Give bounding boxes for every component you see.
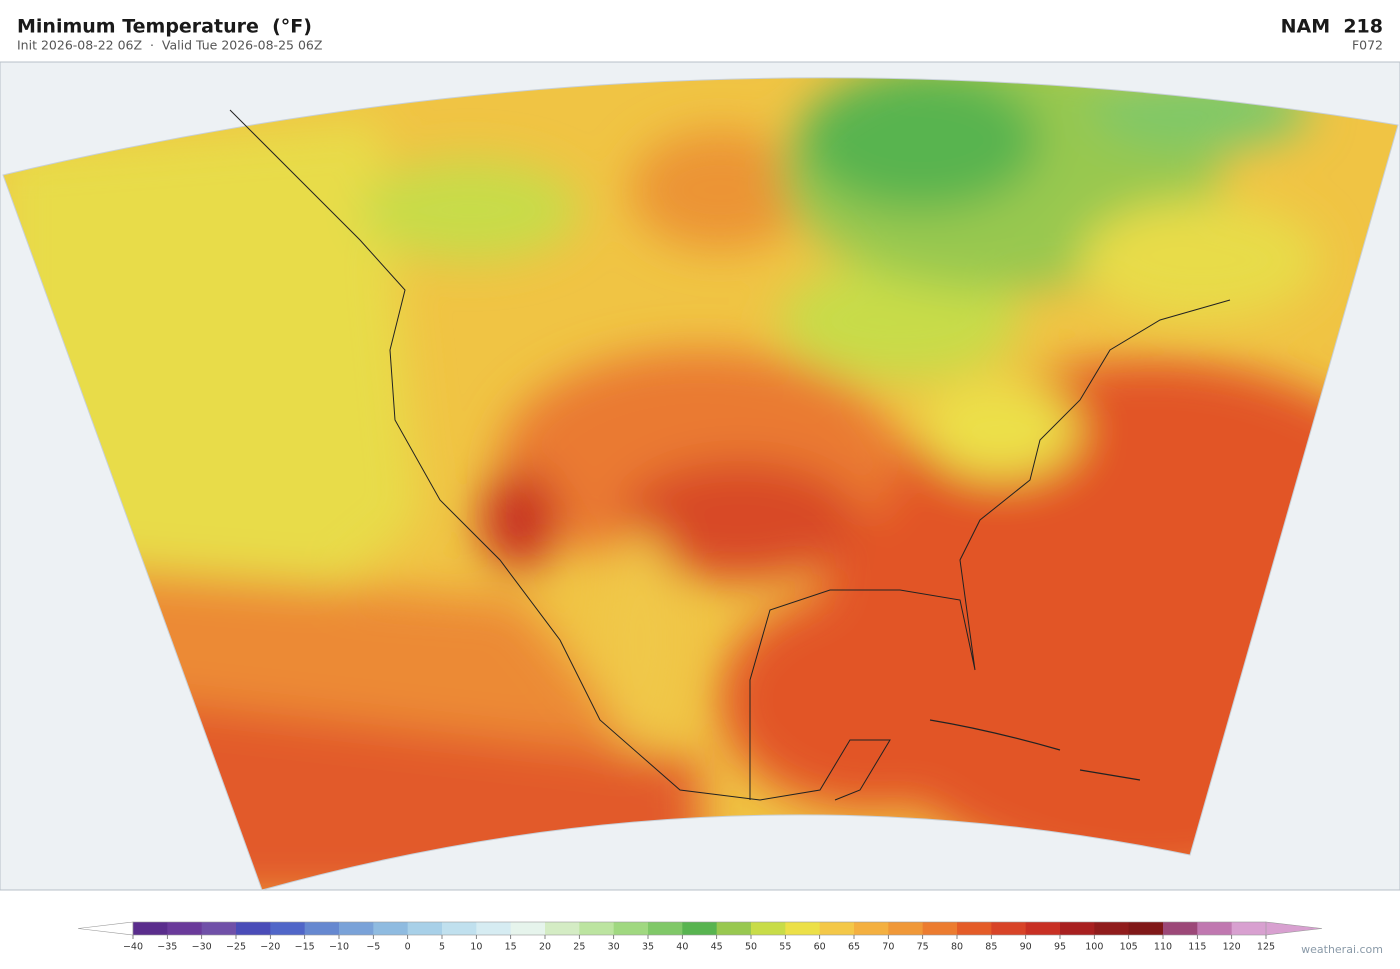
colorbar-segment <box>1197 922 1233 935</box>
colorbar-tick-label: 30 <box>608 942 620 953</box>
colorbar-segment <box>716 922 752 935</box>
colorbar-tick-label: −40 <box>123 942 143 953</box>
colorbar-tick-label: 110 <box>1154 942 1172 953</box>
colorbar-segment <box>682 922 718 935</box>
colorbar-frame <box>132 921 1267 936</box>
colorbar-segment <box>1163 922 1198 935</box>
colorbar-tick-label: 80 <box>951 942 963 953</box>
colorbar-segment <box>819 922 855 935</box>
colorbar-tick-label: 25 <box>573 942 585 953</box>
forecast-hour: F072 <box>1352 38 1383 53</box>
map <box>0 61 1400 891</box>
colorbar-segment <box>854 922 889 935</box>
colorbar-segment <box>201 922 237 935</box>
colorbar-segment <box>373 922 409 935</box>
subtitle: Init 2026-08-22 06Z · Valid Tue 2026-08-… <box>17 38 322 53</box>
colorbar-tick-label: 105 <box>1120 942 1138 953</box>
colorbar-tick-label: −15 <box>295 942 315 953</box>
colorbar-tick-label: 50 <box>745 942 757 953</box>
colorbar-tick-label: −30 <box>192 942 212 953</box>
colorbar-segment <box>339 922 374 935</box>
colorbar-tick-label: 70 <box>882 942 894 953</box>
model-name: NAM 218 <box>1281 16 1383 38</box>
colorbar-segment <box>613 922 649 935</box>
title: Minimum Temperature (°F) <box>17 16 312 38</box>
colorbar: −40 −35 −30 −25 −20 −15 −10 −5 0 5 10 15 20 25 30 35 40 4… <box>77 921 1323 953</box>
colorbar-segment <box>1025 922 1061 935</box>
colorbar-segment <box>1060 922 1095 935</box>
colorbar-segment <box>888 922 924 935</box>
colorbar-segment <box>167 922 203 935</box>
colorbar-segment <box>270 922 306 935</box>
colorbar-tick-label: 125 <box>1257 942 1275 953</box>
colorbar-segment <box>133 922 168 935</box>
colorbar-tick-label: 90 <box>1020 942 1032 953</box>
colorbar-segment <box>957 922 992 935</box>
islands <box>929 719 1141 781</box>
colorbar-tick-label: 5 <box>439 942 445 953</box>
colorbar-tick-label: 35 <box>642 942 654 953</box>
colorbar-segment <box>648 922 683 935</box>
colorbar-segment <box>442 922 477 935</box>
colorbar-tick-label: −20 <box>260 942 280 953</box>
colorbar-segment <box>510 922 546 935</box>
colorbar-tick-label: −5 <box>366 942 380 953</box>
colorbar-under <box>77 921 134 936</box>
colorbar-segment <box>476 922 512 935</box>
colorbar-tick-label: 0 <box>405 942 411 953</box>
colorbar-segment <box>922 922 958 935</box>
colorbar-tick-label: 85 <box>985 942 997 953</box>
colorbar-tick-label: 120 <box>1223 942 1241 953</box>
colorbar-segment <box>1231 922 1267 935</box>
colorbar-segment <box>579 922 615 935</box>
colorbar-segment <box>1128 922 1164 935</box>
colorbar-segment <box>785 922 821 935</box>
colorbar-segment <box>991 922 1027 935</box>
colorbar-tick-label: 65 <box>848 942 860 953</box>
colorbar-tick-label: 75 <box>917 942 929 953</box>
colorbar-tick-label: 95 <box>1054 942 1066 953</box>
colorbar-tick-label: 10 <box>470 942 482 953</box>
colorbar-tick-label: 55 <box>779 942 791 953</box>
colorbar-tick-label: 40 <box>676 942 688 953</box>
colorbar-tick-label: −35 <box>157 942 177 953</box>
colorbar-segment <box>545 922 580 935</box>
colorbar-tick-label: 15 <box>505 942 517 953</box>
watermark: weatherai.com <box>1301 943 1383 956</box>
colorbar-segment <box>751 922 786 935</box>
colorbar-segment <box>407 922 443 935</box>
colorbar-over <box>1265 921 1323 936</box>
colorbar-segment <box>236 922 271 935</box>
colorbar-tick-label: 115 <box>1188 942 1206 953</box>
colorbar-tick-label: −10 <box>329 942 349 953</box>
colorbar-segment <box>304 922 340 935</box>
colorbar-segment <box>1094 922 1130 935</box>
colorbar-tick-label: 60 <box>814 942 826 953</box>
colorbar-tick-label: −25 <box>226 942 246 953</box>
colorbar-tick-label: 100 <box>1085 942 1103 953</box>
colorbar-tick-label: 20 <box>539 942 551 953</box>
coastline <box>229 109 1231 801</box>
colorbar-tick-label: 45 <box>711 942 723 953</box>
